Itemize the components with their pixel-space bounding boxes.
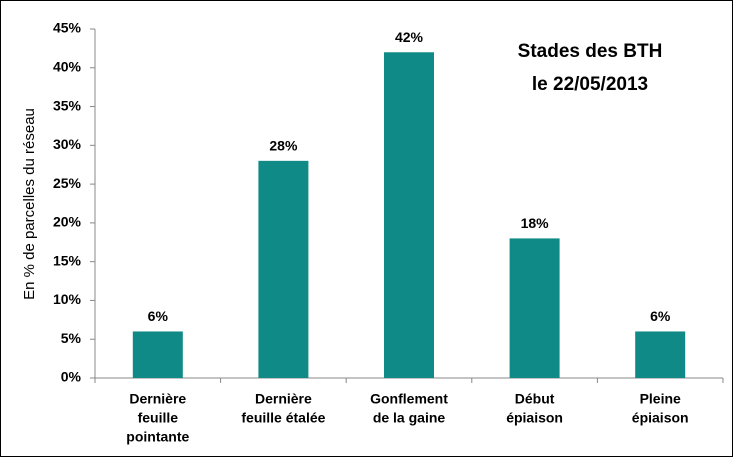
chart-title: le 22/05/2013	[532, 74, 648, 95]
x-tick-label: Gonflement	[370, 391, 448, 407]
chart-title: Stades des BTH	[518, 41, 663, 62]
y-tick-label: 5%	[61, 330, 82, 346]
y-tick-label: 15%	[53, 252, 82, 268]
y-tick-label: 35%	[53, 97, 82, 113]
y-axis-label: En % de parcelles du réseau	[21, 108, 38, 300]
x-tick-label: de la gaine	[373, 410, 446, 426]
y-tick-label: 30%	[53, 136, 82, 152]
x-tick-label: Pleine	[640, 391, 681, 407]
y-tick-label: 10%	[53, 291, 82, 307]
bar	[635, 331, 686, 378]
y-tick-label: 0%	[61, 369, 82, 385]
y-tick-label: 25%	[53, 175, 82, 191]
bar	[258, 160, 309, 378]
bar	[509, 238, 560, 378]
data-label: 18%	[521, 215, 550, 231]
y-tick-label: 20%	[53, 214, 82, 230]
x-tick-label: pointante	[126, 429, 189, 445]
x-tick-label: feuille	[138, 410, 179, 426]
x-tick-label: épiaison	[506, 410, 563, 426]
data-label: 6%	[650, 308, 671, 324]
data-label: 6%	[148, 308, 169, 324]
data-label: 42%	[395, 29, 424, 45]
data-label: 28%	[269, 138, 298, 154]
x-tick-label: Dernière	[255, 391, 312, 407]
bar	[384, 52, 434, 379]
x-tick-label: feuille étalée	[241, 410, 325, 426]
x-tick-label: Dernière	[129, 391, 186, 407]
x-tick-label: Début	[515, 391, 555, 407]
y-tick-label: 45%	[53, 20, 82, 36]
y-tick-label: 40%	[53, 58, 82, 74]
x-tick-label: épiaison	[632, 410, 689, 426]
bar	[132, 331, 183, 378]
